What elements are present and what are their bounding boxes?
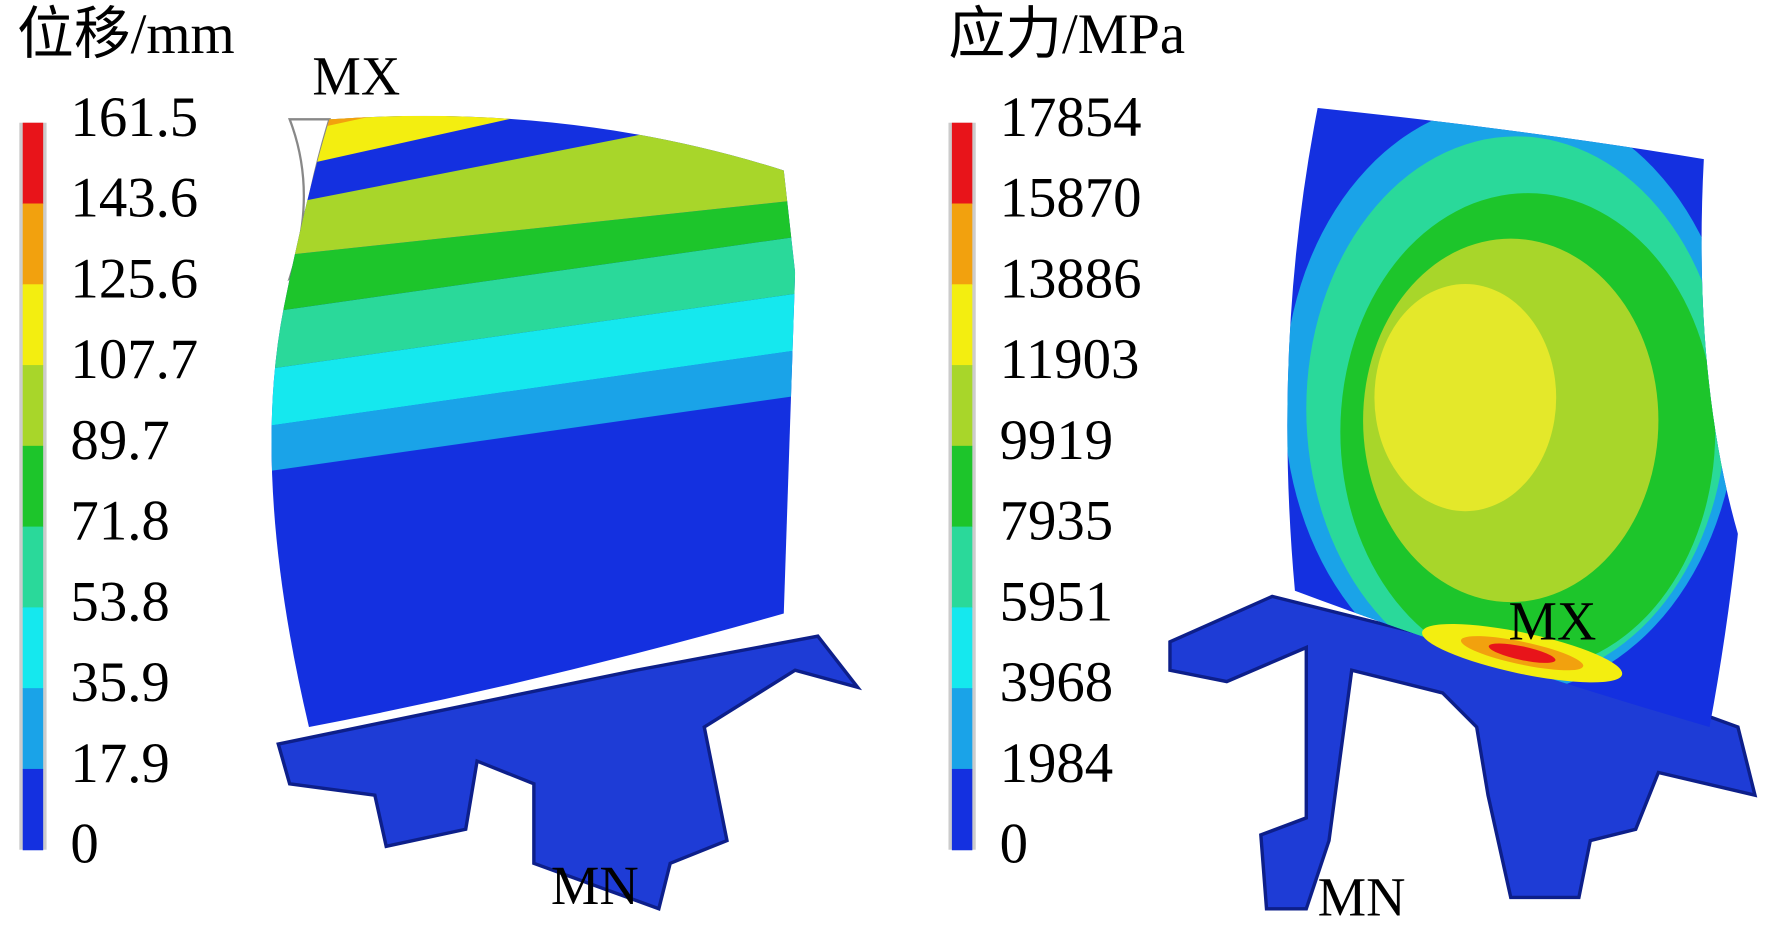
legend-label: 89.7 [70, 409, 169, 472]
legend-label: 0 [1000, 813, 1028, 876]
legend-label: 161.5 [70, 86, 198, 149]
min-marker: MN [551, 855, 639, 916]
legend-band [22, 122, 44, 205]
legend-label: 11903 [1000, 328, 1140, 391]
legend-band [951, 607, 973, 689]
legend-label: 3968 [1000, 651, 1114, 714]
legend-label: 17.9 [70, 732, 169, 795]
legend-label: 13886 [1000, 247, 1142, 310]
legend-band [951, 445, 973, 528]
legend-label: 15870 [1000, 167, 1142, 230]
legend-band [22, 768, 44, 851]
legend-band [951, 688, 973, 770]
legend-band [951, 284, 973, 366]
legend-label: 5951 [1000, 570, 1114, 633]
legend-label: 107.7 [70, 328, 198, 391]
legend-band [22, 203, 44, 285]
legend-label: 53.8 [70, 570, 169, 633]
legend-label: 125.6 [70, 247, 198, 310]
legend-band [951, 203, 973, 285]
legend-band [22, 688, 44, 770]
legend-band [951, 768, 973, 851]
legend-band [951, 365, 973, 447]
panel-title: 应力/MPa [948, 3, 1185, 66]
max-marker: MX [1508, 591, 1596, 652]
legend-band [951, 526, 973, 608]
max-marker: MX [312, 45, 400, 106]
legend-band [22, 607, 44, 689]
legend-band [22, 365, 44, 447]
legend-band [22, 445, 44, 528]
legend-band [22, 284, 44, 366]
legend-label: 143.6 [70, 167, 198, 230]
legend-label: 0 [70, 813, 98, 876]
displacement-model [271, 115, 863, 912]
legend-label: 1984 [1000, 732, 1114, 795]
legend-label: 17854 [1000, 86, 1142, 149]
legend-band [22, 526, 44, 608]
panel-title: 位移/mm [17, 3, 235, 66]
legend-label: 71.8 [70, 490, 169, 553]
legend-label: 7935 [1000, 490, 1114, 553]
min-marker: MN [1318, 867, 1406, 927]
legend-band [951, 122, 973, 205]
stress-model [1168, 107, 1758, 911]
legend-label: 35.9 [70, 651, 169, 714]
legend-label: 9919 [1000, 409, 1114, 472]
